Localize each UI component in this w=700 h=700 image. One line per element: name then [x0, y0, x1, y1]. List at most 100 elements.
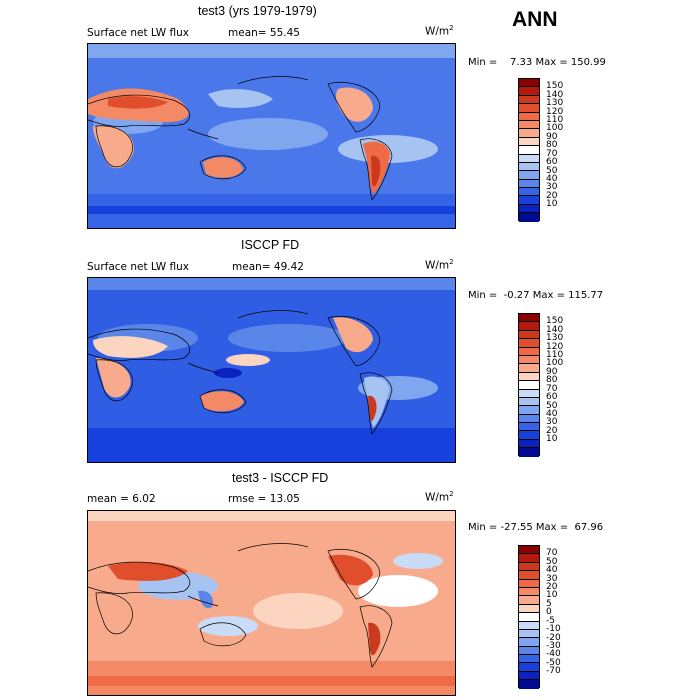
panel-1-swatch [519, 79, 539, 88]
panel-3-swatch [519, 554, 539, 563]
panel-1-tick: 60 [546, 157, 558, 168]
panel-3-swatch [519, 546, 539, 555]
panel-1-title: test3 (yrs 1979-1979) [198, 4, 317, 18]
panel-2-swatch [519, 431, 539, 440]
panel-2-tick: 40 [546, 408, 558, 419]
panel-1-colorbar [518, 78, 540, 222]
panel-2-tick: 150 [546, 316, 564, 327]
panel-2-mean: mean= 49.42 [232, 261, 304, 273]
panel-3-swatch [519, 680, 539, 689]
panel-1-tick: 150 [546, 81, 564, 92]
panel-2-swatch [519, 372, 539, 382]
panel-1-swatch [519, 87, 539, 96]
panel-3-colorbar [518, 545, 540, 689]
panel-3-tick: -5 [546, 615, 555, 626]
panel-2-tick: 10 [546, 434, 558, 445]
panel-1-swatch [519, 179, 539, 189]
panel-1-swatch [519, 154, 539, 163]
panel-3-tick: 20 [546, 582, 558, 593]
panel-3-tick: 5 [546, 598, 552, 609]
panel-2-title: ISCCP FD [241, 238, 300, 252]
panel-1-map [87, 43, 456, 229]
panel-3-tick: 10 [546, 590, 558, 601]
panel-1-variable: Surface net LW flux [87, 27, 189, 39]
panel-2-tick: 120 [546, 341, 564, 352]
panel-1-swatch [519, 146, 539, 155]
panel-1-swatch [519, 162, 539, 172]
panel-2-tick: 110 [546, 350, 564, 361]
panel-2-swatch [519, 364, 539, 373]
panel-3-tick: -20 [546, 632, 561, 643]
panel-3-tick: 50 [546, 556, 558, 567]
panel-3-swatch [519, 663, 539, 672]
panel-2-swatch [519, 389, 539, 398]
panel-1-tick: 70 [546, 148, 558, 159]
panel-2-swatch [519, 330, 539, 340]
panel-1-swatch [519, 137, 539, 147]
panel-3-swatch [519, 596, 539, 605]
panel-3-swatch [519, 562, 539, 572]
panel-2-swatch [519, 347, 539, 356]
panel-2-swatch [519, 322, 539, 331]
panel-1-swatch [519, 188, 539, 197]
panel-3-swatch [519, 621, 539, 630]
panel-1-tick: 20 [546, 190, 558, 201]
panel-2-units: W/m2 [425, 258, 454, 272]
panel-2-tick: 70 [546, 383, 558, 394]
panel-3-map [87, 510, 456, 696]
panel-1-map-svg [88, 44, 455, 228]
panel-1-minmax: Min = 7.33 Max = 150.99 [468, 57, 606, 68]
panel-2-colorbar [518, 313, 540, 457]
panel-1-swatch [519, 213, 539, 222]
panel-2-swatch [519, 414, 539, 424]
panel-3-mean: mean = 6.02 [87, 493, 156, 505]
panel-3-map-svg [88, 511, 455, 695]
panel-3-swatch [519, 671, 539, 681]
panel-1-mean: mean= 55.45 [228, 27, 300, 39]
panel-2-variable: Surface net LW flux [87, 261, 189, 273]
panel-3-tick: -10 [546, 624, 561, 635]
panel-1-swatch [519, 120, 539, 130]
panel-3-swatch [519, 579, 539, 588]
panel-2-swatch [519, 448, 539, 457]
panel-3-tick: 70 [546, 548, 558, 559]
panel-2-tick: 90 [546, 366, 558, 377]
panel-2-minmax: Min = -0.27 Max = 115.77 [468, 290, 604, 301]
season-label: ANN [512, 8, 558, 31]
panel-3-swatch [519, 646, 539, 656]
panel-3-rmse: rmse = 13.05 [228, 493, 300, 505]
panel-3-tick: 0 [546, 607, 552, 618]
panel-3-swatch [519, 638, 539, 647]
panel-1-tick: 110 [546, 115, 564, 126]
panel-2-tick: 130 [546, 333, 564, 344]
panel-1-tick: 120 [546, 106, 564, 117]
panel-1-tick: 50 [546, 165, 558, 176]
panel-2-map-svg [88, 278, 455, 462]
panel-2-tick: 60 [546, 392, 558, 403]
panel-2-map [87, 277, 456, 463]
panel-2-swatch [519, 423, 539, 432]
panel-1-tick: 130 [546, 98, 564, 109]
panel-1-swatch [519, 171, 539, 180]
panel-2-swatch [519, 381, 539, 390]
panel-3-swatch [519, 604, 539, 614]
panel-3-swatch [519, 613, 539, 622]
panel-2-swatch [519, 439, 539, 449]
panel-2-swatch [519, 314, 539, 323]
panel-2-swatch [519, 355, 539, 365]
panel-1-swatch [519, 112, 539, 121]
panel-1-tick: 40 [546, 173, 558, 184]
panel-2-swatch [519, 339, 539, 348]
panel-2-tick: 100 [546, 358, 564, 369]
panel-2-swatch [519, 397, 539, 407]
panel-3-tick: -50 [546, 657, 561, 668]
panel-3-swatch [519, 655, 539, 664]
panel-1-swatch [519, 129, 539, 138]
panel-1-swatch [519, 104, 539, 113]
panel-2-tick: 140 [546, 324, 564, 335]
panel-2-tick: 50 [546, 400, 558, 411]
panel-1-swatch [519, 196, 539, 205]
panel-1-swatch [519, 204, 539, 214]
panel-3-tick: 30 [546, 573, 558, 584]
panel-3-tick: -40 [546, 649, 561, 660]
